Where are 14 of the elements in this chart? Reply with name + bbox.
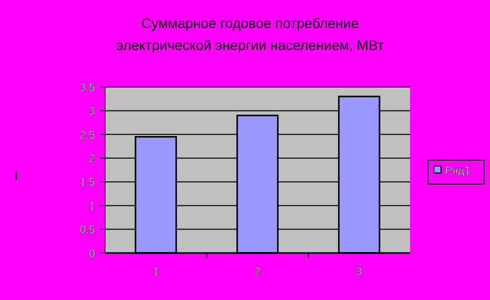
y-tick-label: 1 (88, 200, 95, 212)
x-tick-label: 1 (152, 266, 159, 278)
legend-label: Ряд1 (445, 164, 470, 177)
y-tick-label: 1.5 (80, 176, 95, 189)
y-tick-label: 2.5 (80, 129, 95, 142)
y-tick-label: 3 (88, 106, 95, 118)
y-tick-label: 2 (88, 152, 95, 165)
x-tick-label: 3 (356, 266, 362, 278)
y-tick-label: 3.5 (80, 82, 95, 94)
chart-title: Суммарное годовое потребление электрической энергии населением, МВт (116, 15, 384, 53)
text: i (14, 169, 18, 183)
y-tick-label: 0 (88, 248, 95, 260)
y-tick-label: 0.5 (80, 224, 95, 236)
x-tick-label: 2 (254, 266, 261, 278)
